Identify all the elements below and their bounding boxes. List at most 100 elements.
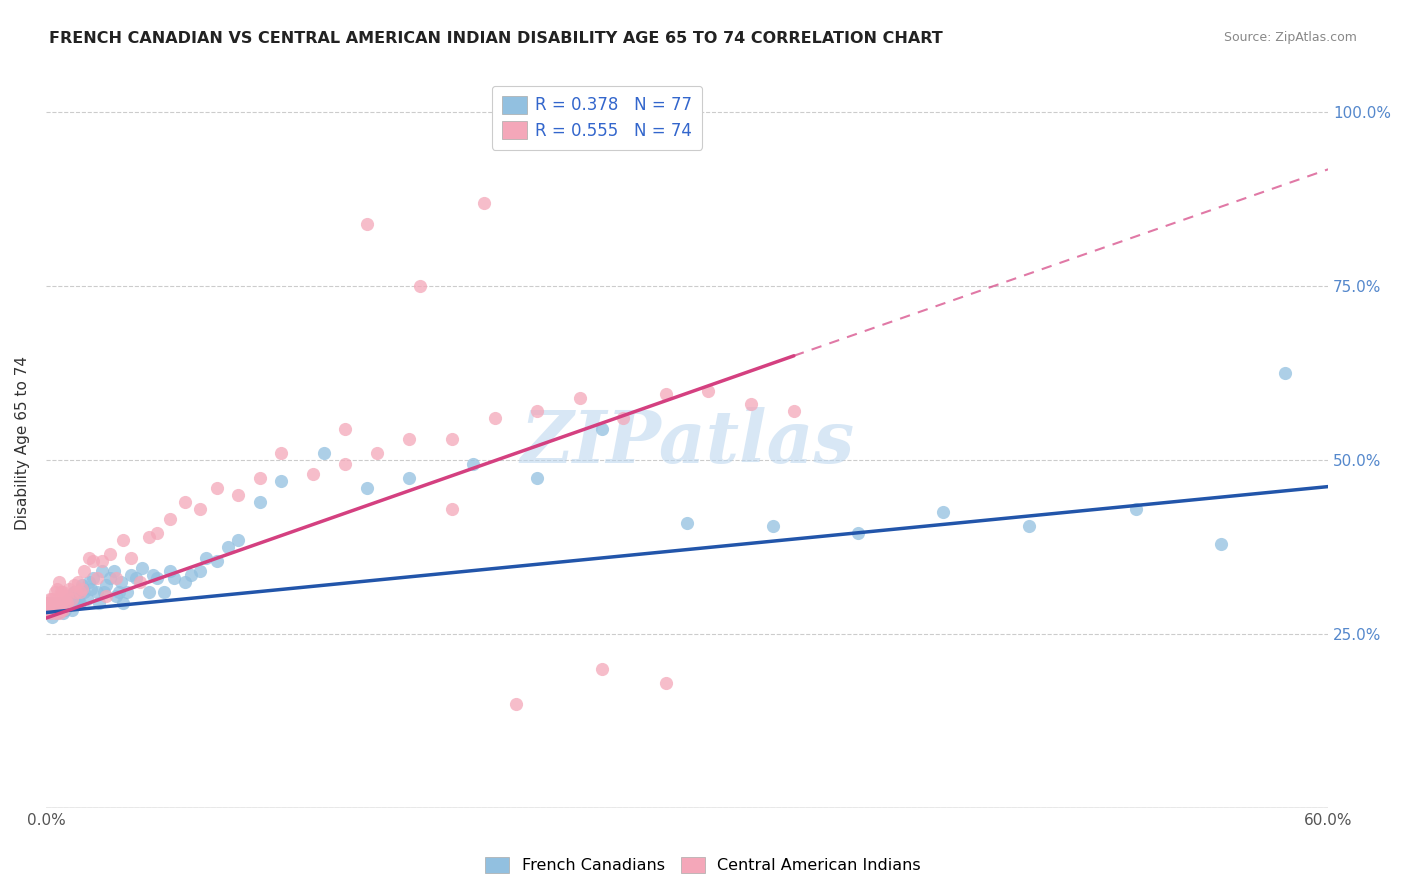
Point <box>129 574 152 589</box>
Point <box>333 457 356 471</box>
Point <box>44 596 66 610</box>
Point <box>125 571 148 585</box>
Point <box>484 411 506 425</box>
Point <box>120 550 142 565</box>
Point <box>111 596 134 610</box>
Point <box>37 603 59 617</box>
Point <box>440 501 463 516</box>
Point <box>52 606 75 620</box>
Point <box>398 470 420 484</box>
Point <box>69 596 91 610</box>
Point <box>1018 519 1040 533</box>
Legend: French Canadians, Central American Indians: French Canadians, Central American India… <box>478 850 928 880</box>
Point <box>505 697 527 711</box>
Point <box>41 603 63 617</box>
Point <box>226 488 249 502</box>
Point <box>48 574 70 589</box>
Point <box>52 603 75 617</box>
Point <box>45 606 67 620</box>
Point <box>48 606 70 620</box>
Point <box>356 217 378 231</box>
Point <box>76 592 98 607</box>
Point <box>41 592 63 607</box>
Point <box>98 547 121 561</box>
Point <box>53 599 76 614</box>
Point <box>94 578 117 592</box>
Point <box>39 606 62 620</box>
Point <box>52 585 75 599</box>
Point <box>41 603 63 617</box>
Point <box>48 599 70 614</box>
Point <box>398 432 420 446</box>
Point <box>62 578 84 592</box>
Legend: R = 0.378   N = 77, R = 0.555   N = 74: R = 0.378 N = 77, R = 0.555 N = 74 <box>492 86 703 150</box>
Point <box>146 571 169 585</box>
Point <box>53 592 76 607</box>
Point <box>103 565 125 579</box>
Point <box>86 585 108 599</box>
Point <box>180 568 202 582</box>
Point <box>39 603 62 617</box>
Point <box>45 603 67 617</box>
Point <box>697 384 720 398</box>
Point <box>98 571 121 585</box>
Point <box>49 596 72 610</box>
Point <box>173 574 195 589</box>
Point <box>41 596 63 610</box>
Point <box>77 574 100 589</box>
Point <box>138 585 160 599</box>
Point <box>60 603 83 617</box>
Point <box>49 603 72 617</box>
Point <box>111 533 134 548</box>
Point <box>612 411 634 425</box>
Point <box>152 585 174 599</box>
Point <box>142 568 165 582</box>
Point <box>58 592 80 607</box>
Point <box>62 585 84 599</box>
Point <box>188 501 211 516</box>
Point <box>73 585 96 599</box>
Point <box>45 582 67 596</box>
Point <box>440 432 463 446</box>
Point <box>526 470 548 484</box>
Point <box>249 495 271 509</box>
Point <box>105 571 128 585</box>
Point <box>44 599 66 614</box>
Point <box>302 467 325 481</box>
Point <box>131 561 153 575</box>
Point <box>90 554 112 568</box>
Point <box>48 596 70 610</box>
Point <box>1125 501 1147 516</box>
Point <box>1274 366 1296 380</box>
Point <box>69 585 91 599</box>
Point <box>205 554 228 568</box>
Point <box>90 565 112 579</box>
Point <box>56 589 79 603</box>
Point <box>463 457 485 471</box>
Point <box>37 596 59 610</box>
Point <box>65 596 87 610</box>
Point <box>53 603 76 617</box>
Point <box>73 565 96 579</box>
Point <box>80 582 103 596</box>
Point <box>676 516 699 530</box>
Point <box>60 592 83 607</box>
Point <box>163 571 186 585</box>
Point <box>39 596 62 610</box>
Point <box>188 565 211 579</box>
Point <box>45 603 67 617</box>
Point <box>72 578 94 592</box>
Point <box>217 540 239 554</box>
Point <box>173 495 195 509</box>
Point <box>41 609 63 624</box>
Point <box>44 603 66 617</box>
Point <box>270 446 292 460</box>
Point <box>270 474 292 488</box>
Point <box>783 404 806 418</box>
Point <box>138 530 160 544</box>
Point <box>526 404 548 418</box>
Point <box>53 599 76 614</box>
Point <box>591 662 613 676</box>
Point <box>56 596 79 610</box>
Point <box>39 606 62 620</box>
